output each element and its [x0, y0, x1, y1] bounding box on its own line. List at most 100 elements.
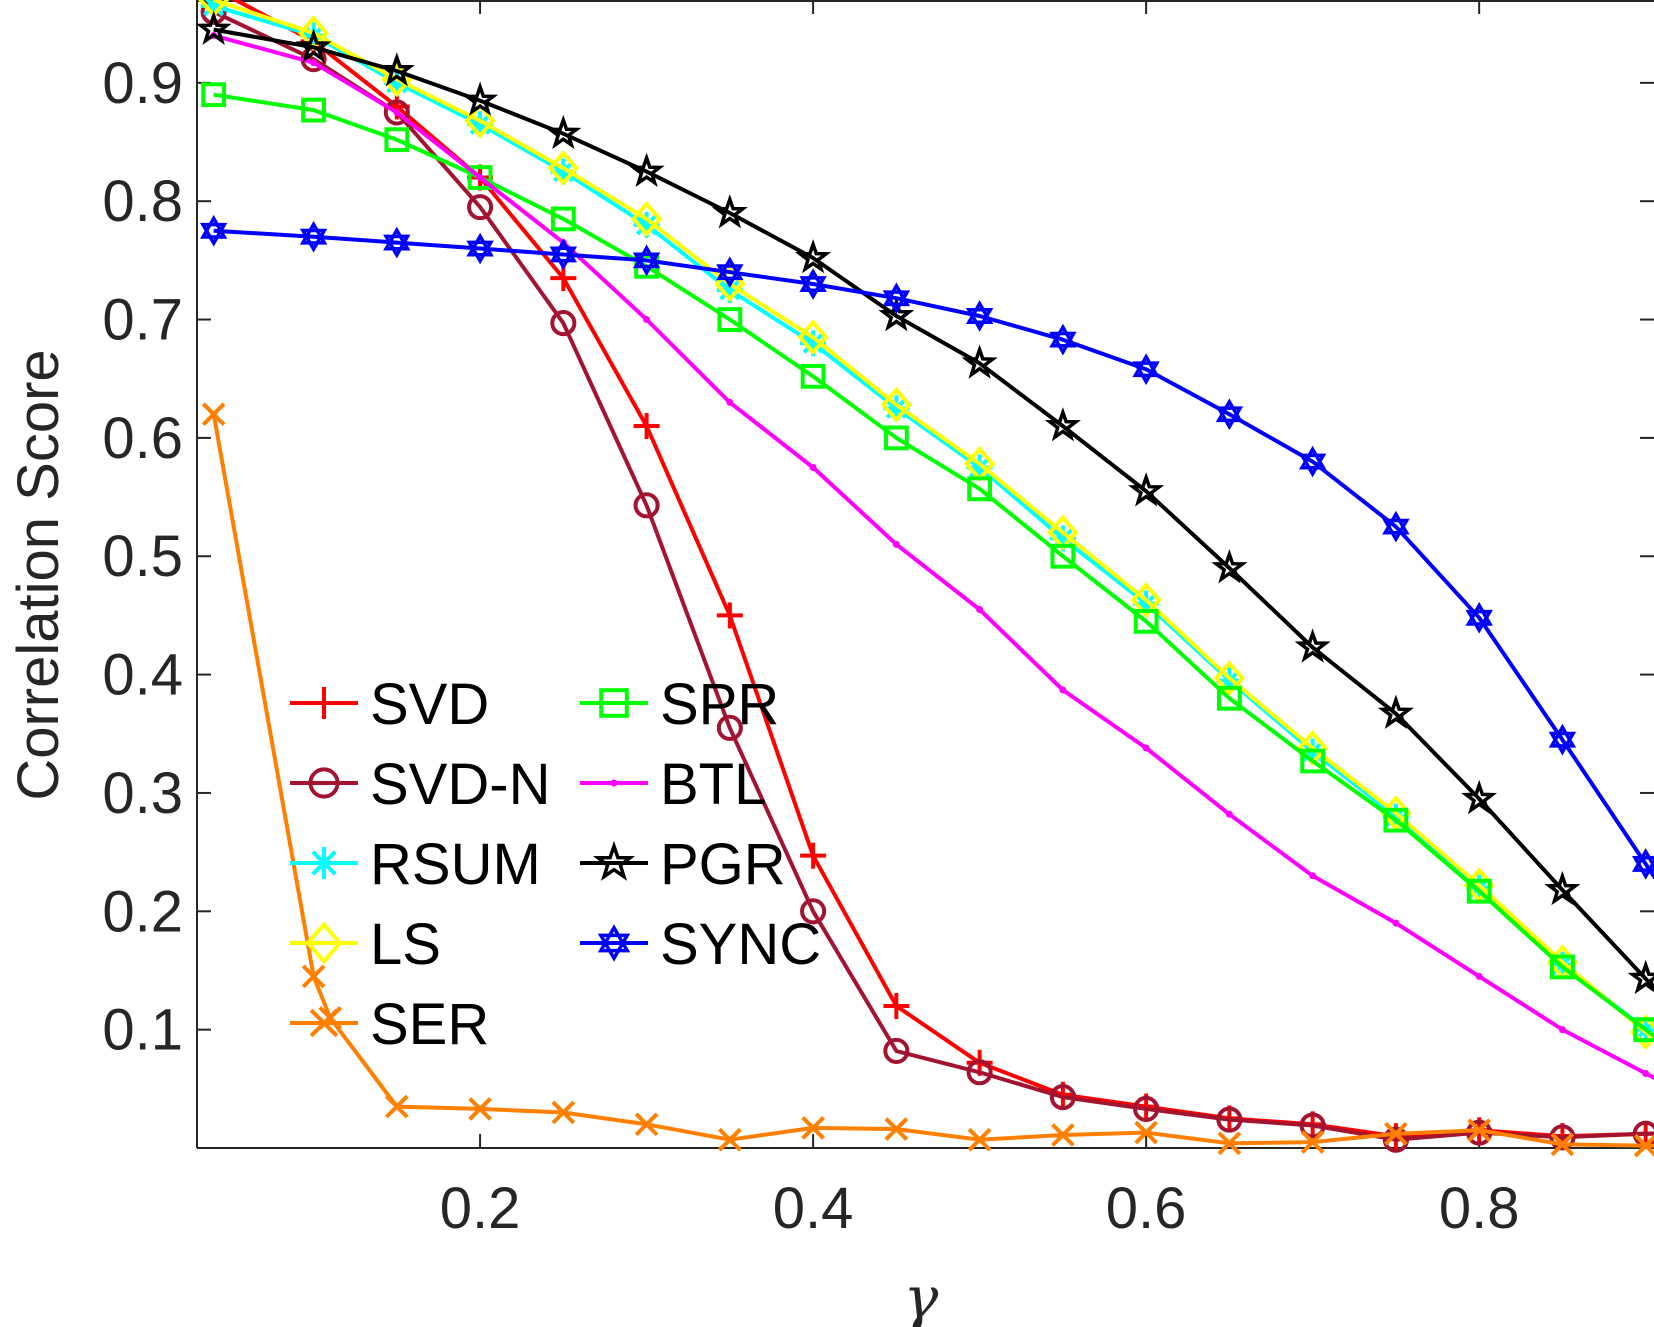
y-tick-label: 0.2 — [102, 879, 183, 944]
data-point-pgr — [295, 28, 332, 63]
hexagram-marker — [597, 924, 631, 962]
data-point-btl — [1225, 810, 1233, 818]
legend: SVD SVD-N RSUM LS SER SPR BTL PGR SYNC — [290, 672, 821, 1057]
plus-marker — [308, 687, 340, 719]
y-tick-label: 0.3 — [102, 761, 183, 826]
data-point-ser — [1384, 1121, 1408, 1146]
data-point-pgr — [1128, 472, 1165, 507]
data-point-btl — [976, 606, 984, 614]
data-point-sync — [716, 256, 744, 289]
data-point-ls — [880, 386, 913, 423]
data-point-spr — [1133, 608, 1159, 634]
legend-item-ls: LS — [290, 912, 441, 977]
legend-label: SPR — [660, 672, 779, 737]
data-point-btl — [476, 174, 484, 182]
data-point-pgr — [1544, 870, 1581, 906]
data-point-ser — [1217, 1131, 1242, 1156]
legend-label: SYNC — [660, 912, 821, 977]
legend-label: SER — [370, 992, 489, 1057]
data-point-ser — [1550, 1132, 1575, 1157]
data-point-ser — [1051, 1123, 1075, 1147]
data-point-btl — [1475, 972, 1483, 980]
y-tick-label: 0.7 — [102, 288, 183, 353]
legend-label: SVD-N — [370, 752, 550, 817]
data-point-spr — [1216, 685, 1242, 711]
data-point-sync — [632, 244, 661, 277]
data-point-pgr — [795, 239, 832, 274]
circle-marker — [308, 767, 340, 799]
series-line-pgr — [213, 27, 1654, 991]
data-point-btl — [1142, 744, 1150, 752]
data-point-ls — [1130, 582, 1162, 619]
data-point-pgr — [1377, 694, 1414, 730]
data-point-svd-n — [716, 714, 743, 741]
series-btl — [210, 32, 1654, 1081]
data-point-btl — [726, 398, 734, 406]
data-point-ls — [797, 319, 829, 356]
data-point-sync — [383, 226, 411, 259]
data-point-pgr — [961, 344, 998, 379]
data-point-pgr — [878, 296, 915, 332]
x-tick-label: 0.2 — [440, 1176, 521, 1241]
data-point-btl — [892, 540, 900, 548]
legend-item-sync: SYNC — [580, 912, 821, 977]
data-point-svd-n — [1549, 1124, 1576, 1151]
data-point-ser — [1633, 1133, 1654, 1158]
data-point-ser — [551, 1100, 576, 1125]
tick-labels: 0.2 0.4 0.6 0.8 0.1 0.2 0.3 0.4 0.5 0.6 0.7 0.8 0.9 — [102, 51, 1519, 1241]
data-point-svd — [716, 602, 743, 629]
data-point-svd-n — [800, 898, 827, 925]
data-point-pgr — [545, 114, 582, 150]
data-point-spr — [384, 127, 410, 153]
data-point-svd — [883, 992, 910, 1019]
data-point-btl — [393, 108, 401, 116]
diamond-marker — [305, 921, 343, 965]
legend-label: BTL — [660, 752, 766, 817]
data-point-sync — [549, 238, 578, 271]
star-marker — [592, 840, 636, 881]
y-tick-label: 0.9 — [102, 51, 183, 116]
data-point-btl — [643, 316, 651, 324]
x-tick-label: 0.6 — [1106, 1176, 1187, 1241]
legend-item-svd-n: SVD-N — [290, 752, 550, 817]
data-point-pgr — [628, 152, 665, 188]
data-point-svd-n — [467, 194, 494, 221]
data-point-ls — [1213, 660, 1246, 697]
data-point-btl — [809, 463, 817, 471]
data-point-sync — [1548, 723, 1577, 756]
data-point-spr — [301, 97, 326, 123]
series-layer — [197, 0, 1654, 1158]
data-point-sync — [1049, 323, 1077, 356]
data-point-ser — [1134, 1120, 1158, 1145]
data-point-ser — [1300, 1130, 1325, 1154]
series-svd-n — [200, 0, 1654, 1153]
series-pgr — [197, 10, 1654, 995]
series-ser — [201, 402, 1654, 1158]
data-point-pgr — [462, 81, 499, 116]
data-point-svd — [800, 842, 827, 869]
data-point-svd-n — [883, 1037, 910, 1065]
data-point-pgr — [711, 194, 748, 229]
legend-label: LS — [370, 912, 441, 977]
data-point-sync — [1465, 601, 1493, 634]
legend-item-spr: SPR — [580, 672, 779, 737]
data-point-svd-n — [1133, 1095, 1160, 1122]
data-point-ser — [301, 964, 326, 989]
x-tick-label: 0.4 — [773, 1176, 854, 1241]
data-point-ser — [385, 1094, 409, 1119]
y-tick-label: 0.6 — [102, 406, 183, 471]
data-point-ser — [801, 1116, 825, 1140]
data-point-sync — [299, 220, 328, 253]
data-point-sync — [1215, 398, 1244, 431]
series-line-ls — [213, 0, 1654, 1042]
data-point-spr — [1466, 878, 1492, 904]
data-point-spr — [883, 425, 909, 451]
data-point-spr — [1550, 954, 1575, 980]
data-point-ls — [630, 200, 663, 237]
data-point-ser — [201, 402, 226, 427]
data-point-pgr — [378, 52, 415, 87]
data-point-sync — [1132, 353, 1160, 386]
data-point-spr — [201, 82, 227, 108]
data-point-btl — [310, 59, 318, 67]
